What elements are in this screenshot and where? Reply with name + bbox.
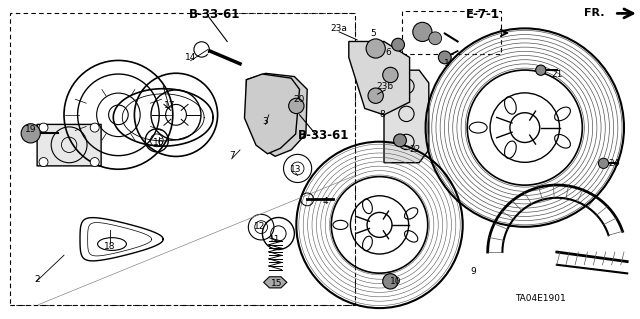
- Text: 5: 5: [371, 29, 376, 38]
- Circle shape: [429, 32, 442, 45]
- Circle shape: [366, 39, 385, 58]
- Text: 11: 11: [269, 235, 281, 244]
- Circle shape: [39, 158, 48, 167]
- Polygon shape: [246, 73, 307, 156]
- Circle shape: [413, 22, 432, 41]
- Text: 12: 12: [253, 222, 265, 231]
- Circle shape: [21, 124, 40, 143]
- Text: 13: 13: [290, 165, 301, 174]
- Circle shape: [536, 65, 546, 75]
- Text: 22: 22: [409, 145, 420, 154]
- Text: E-7-1: E-7-1: [466, 8, 500, 21]
- Text: 3: 3: [263, 117, 268, 126]
- Polygon shape: [244, 74, 300, 154]
- Text: FR.: FR.: [584, 8, 605, 18]
- Text: 19: 19: [25, 125, 36, 134]
- Text: 17: 17: [164, 101, 175, 110]
- Text: 24: 24: [609, 159, 620, 168]
- Text: 10: 10: [390, 277, 401, 286]
- Text: 2: 2: [35, 275, 40, 284]
- Text: 18: 18: [104, 242, 116, 251]
- Text: B-33-61: B-33-61: [298, 129, 349, 142]
- Circle shape: [438, 51, 451, 64]
- Text: 15: 15: [271, 279, 282, 288]
- Circle shape: [383, 274, 398, 289]
- Circle shape: [90, 123, 99, 132]
- Circle shape: [383, 67, 398, 83]
- Text: 6: 6: [386, 48, 391, 57]
- Text: 21: 21: [551, 70, 563, 78]
- Circle shape: [392, 38, 404, 51]
- Circle shape: [39, 123, 48, 132]
- Text: 8: 8: [380, 110, 385, 119]
- Circle shape: [598, 158, 609, 168]
- Bar: [402, 11, 501, 54]
- Text: 7: 7: [229, 151, 234, 160]
- Polygon shape: [264, 277, 287, 288]
- Text: TA04E1901: TA04E1901: [515, 294, 566, 303]
- Text: 23a: 23a: [331, 24, 348, 33]
- Text: 1: 1: [444, 59, 449, 68]
- Circle shape: [289, 98, 304, 114]
- Text: 14: 14: [185, 53, 196, 62]
- Text: B-33-61: B-33-61: [189, 8, 240, 21]
- Text: 23b: 23b: [377, 82, 394, 91]
- Text: 9: 9: [471, 267, 476, 276]
- Circle shape: [368, 88, 383, 103]
- Bar: [10, 13, 355, 305]
- Polygon shape: [384, 70, 429, 163]
- Circle shape: [90, 158, 99, 167]
- Text: 4: 4: [323, 197, 328, 206]
- Polygon shape: [349, 41, 410, 115]
- Text: 16: 16: [153, 138, 164, 147]
- FancyBboxPatch shape: [37, 124, 101, 166]
- Circle shape: [394, 134, 406, 147]
- Text: 20: 20: [294, 95, 305, 104]
